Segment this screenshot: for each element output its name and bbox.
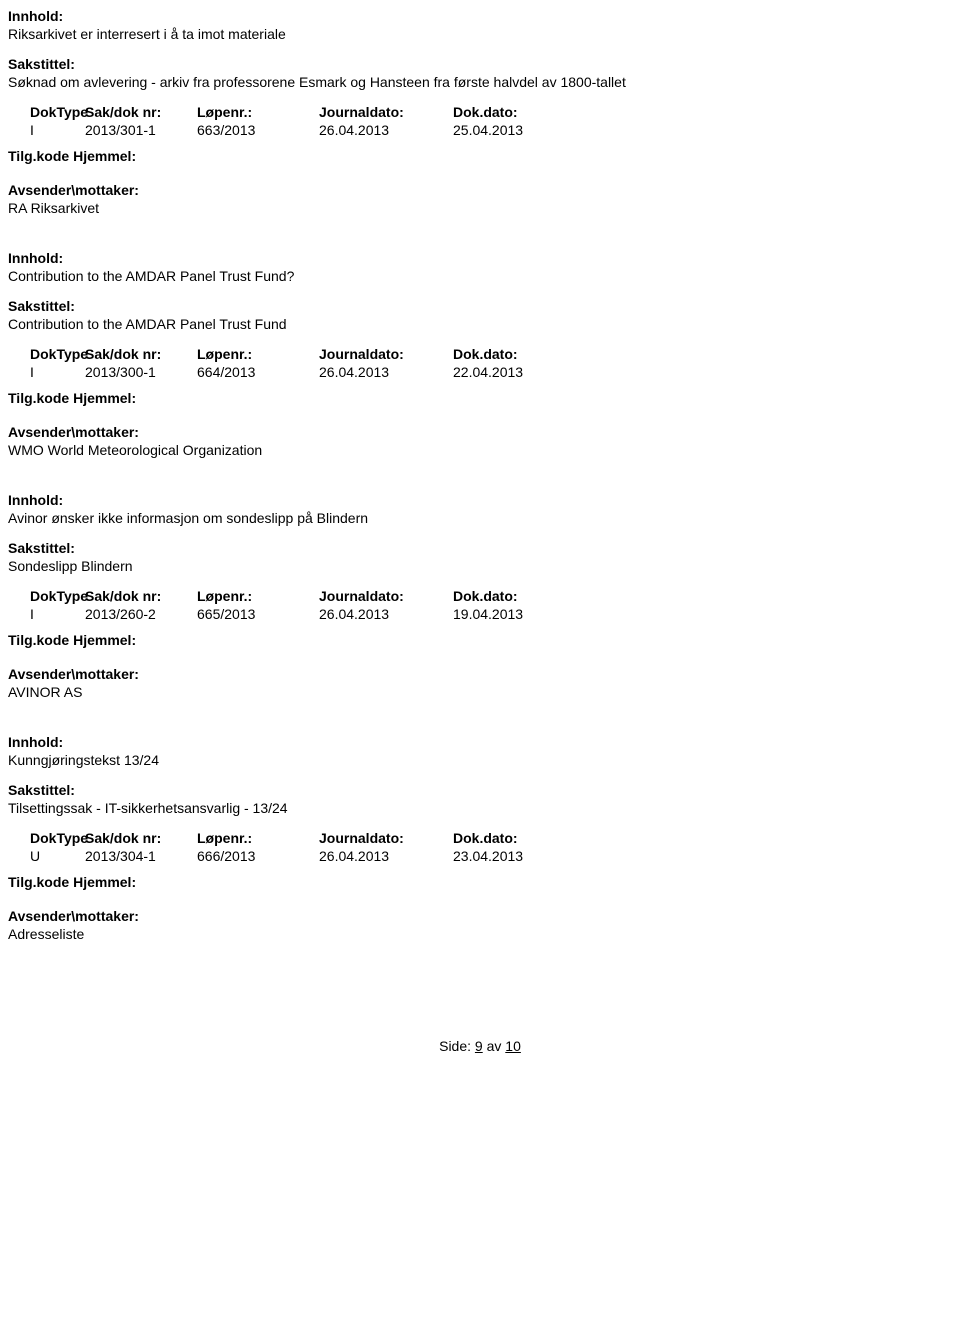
lopenr-header: Løpenr.: <box>197 830 319 846</box>
journaldato-value: 26.04.2013 <box>319 848 453 864</box>
innhold-label: Innhold: <box>8 250 952 266</box>
journal-entry: Innhold: Contribution to the AMDAR Panel… <box>0 242 960 484</box>
avsender-value: WMO World Meteorological Organization <box>8 442 952 458</box>
dokdato-value: 23.04.2013 <box>453 848 603 864</box>
innhold-label: Innhold: <box>8 734 952 750</box>
sakstittel-value: Contribution to the AMDAR Panel Trust Fu… <box>8 316 952 332</box>
journal-entry: Innhold: Avinor ønsker ikke informasjon … <box>0 484 960 726</box>
sakdoknr-value: 2013/260-2 <box>85 606 197 622</box>
dokdato-header: Dok.dato: <box>453 104 603 120</box>
journaldato-header: Journaldato: <box>319 830 453 846</box>
doktype-header: DokType <box>8 588 85 604</box>
doktype-header: DokType <box>8 104 85 120</box>
sakdoknr-value: 2013/301-1 <box>85 122 197 138</box>
page-current: 9 <box>475 1038 483 1054</box>
avsender-value: AVINOR AS <box>8 684 952 700</box>
innhold-value: Avinor ønsker ikke informasjon om sondes… <box>8 510 952 526</box>
sakstittel-value: Søknad om avlevering - arkiv fra profess… <box>8 74 952 90</box>
doktype-value: U <box>8 848 85 864</box>
page-prefix: Side: <box>439 1038 471 1054</box>
dokdato-value: 22.04.2013 <box>453 364 603 380</box>
innhold-value: Kunngjøringstekst 13/24 <box>8 752 952 768</box>
tilgkode-label: Tilg.kode Hjemmel: <box>8 148 952 164</box>
journaldato-value: 26.04.2013 <box>319 364 453 380</box>
avsender-value: Adresseliste <box>8 926 952 942</box>
sakdoknr-header: Sak/dok nr: <box>85 104 197 120</box>
sakdoknr-header: Sak/dok nr: <box>85 830 197 846</box>
innhold-value: Riksarkivet er interresert i å ta imot m… <box>8 26 952 42</box>
sakdoknr-header: Sak/dok nr: <box>85 346 197 362</box>
doktype-value: I <box>8 122 85 138</box>
dokdato-header: Dok.dato: <box>453 588 603 604</box>
page-total: 10 <box>505 1038 521 1054</box>
lopenr-value: 666/2013 <box>197 848 319 864</box>
table-data-row: I 2013/300-1 664/2013 26.04.2013 22.04.2… <box>8 364 952 380</box>
avsender-value: RA Riksarkivet <box>8 200 952 216</box>
table-header-row: DokType Sak/dok nr: Løpenr.: Journaldato… <box>8 588 952 604</box>
table-data-row: I 2013/301-1 663/2013 26.04.2013 25.04.2… <box>8 122 952 138</box>
journaldato-value: 26.04.2013 <box>319 606 453 622</box>
tilgkode-label: Tilg.kode Hjemmel: <box>8 390 952 406</box>
innhold-label: Innhold: <box>8 492 952 508</box>
sakstittel-value: Sondeslipp Blindern <box>8 558 952 574</box>
lopenr-value: 664/2013 <box>197 364 319 380</box>
sakstittel-label: Sakstittel: <box>8 782 952 798</box>
innhold-value: Contribution to the AMDAR Panel Trust Fu… <box>8 268 952 284</box>
table-header-row: DokType Sak/dok nr: Løpenr.: Journaldato… <box>8 346 952 362</box>
dokdato-header: Dok.dato: <box>453 346 603 362</box>
dokdato-header: Dok.dato: <box>453 830 603 846</box>
table-data-row: U 2013/304-1 666/2013 26.04.2013 23.04.2… <box>8 848 952 864</box>
sakstittel-label: Sakstittel: <box>8 56 952 72</box>
lopenr-header: Løpenr.: <box>197 346 319 362</box>
sakdoknr-value: 2013/304-1 <box>85 848 197 864</box>
page-separator: av <box>487 1038 502 1054</box>
table-header-row: DokType Sak/dok nr: Løpenr.: Journaldato… <box>8 104 952 120</box>
avsender-label: Avsender\mottaker: <box>8 424 952 440</box>
tilgkode-label: Tilg.kode Hjemmel: <box>8 874 952 890</box>
journal-entry: Innhold: Kunngjøringstekst 13/24 Sakstit… <box>0 726 960 968</box>
lopenr-header: Løpenr.: <box>197 588 319 604</box>
tilgkode-label: Tilg.kode Hjemmel: <box>8 632 952 648</box>
dokdato-value: 25.04.2013 <box>453 122 603 138</box>
table-data-row: I 2013/260-2 665/2013 26.04.2013 19.04.2… <box>8 606 952 622</box>
avsender-label: Avsender\mottaker: <box>8 908 952 924</box>
page-footer: Side: 9 av 10 <box>0 1038 960 1054</box>
sakstittel-value: Tilsettingssak - IT-sikkerhetsansvarlig … <box>8 800 952 816</box>
innhold-label: Innhold: <box>8 8 952 24</box>
sakstittel-label: Sakstittel: <box>8 540 952 556</box>
doktype-value: I <box>8 364 85 380</box>
dokdato-value: 19.04.2013 <box>453 606 603 622</box>
lopenr-header: Løpenr.: <box>197 104 319 120</box>
sakdoknr-header: Sak/dok nr: <box>85 588 197 604</box>
avsender-label: Avsender\mottaker: <box>8 666 952 682</box>
table-header-row: DokType Sak/dok nr: Løpenr.: Journaldato… <box>8 830 952 846</box>
lopenr-value: 665/2013 <box>197 606 319 622</box>
doktype-value: I <box>8 606 85 622</box>
journaldato-value: 26.04.2013 <box>319 122 453 138</box>
sakstittel-label: Sakstittel: <box>8 298 952 314</box>
journaldato-header: Journaldato: <box>319 346 453 362</box>
doktype-header: DokType <box>8 830 85 846</box>
doktype-header: DokType <box>8 346 85 362</box>
journaldato-header: Journaldato: <box>319 104 453 120</box>
lopenr-value: 663/2013 <box>197 122 319 138</box>
avsender-label: Avsender\mottaker: <box>8 182 952 198</box>
sakdoknr-value: 2013/300-1 <box>85 364 197 380</box>
journaldato-header: Journaldato: <box>319 588 453 604</box>
journal-entry: Innhold: Riksarkivet er interresert i å … <box>0 0 960 242</box>
